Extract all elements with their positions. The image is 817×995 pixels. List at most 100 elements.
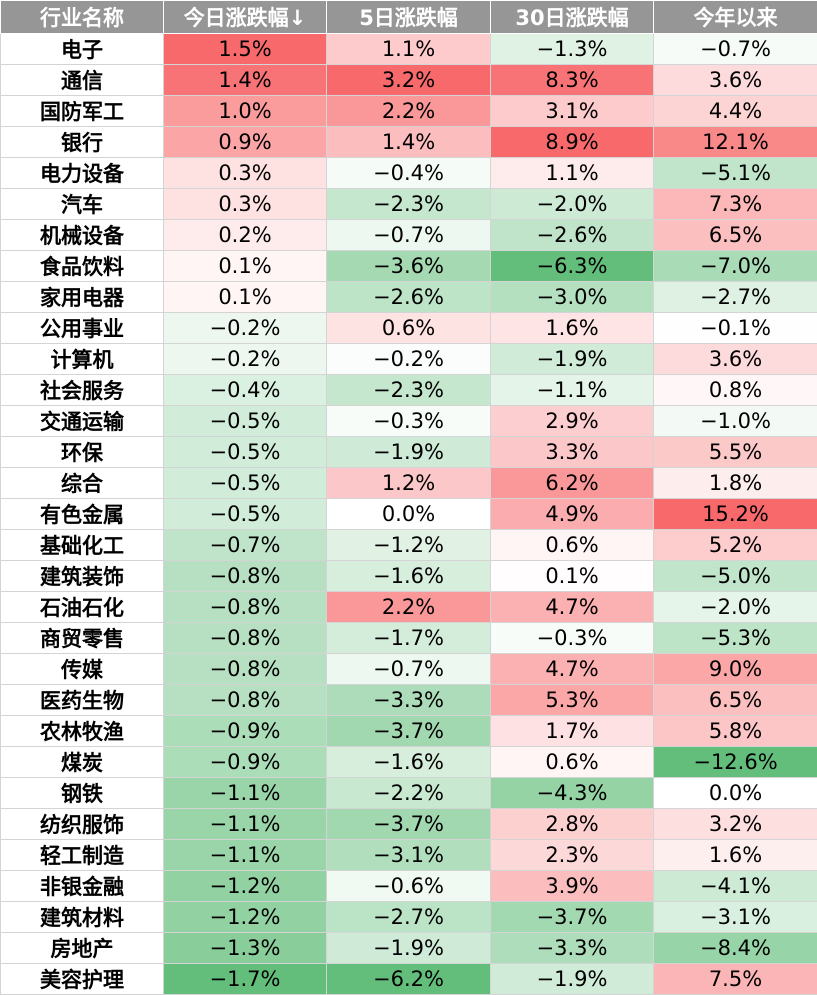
sector-name-cell: 钢铁 — [1, 778, 164, 809]
change-5d-cell: 2.2% — [327, 592, 491, 623]
today-change-cell: −0.8% — [164, 685, 327, 716]
change-5d-cell: −1.9% — [327, 933, 491, 964]
sector-name-cell: 建筑装饰 — [1, 561, 164, 592]
ytd-change-cell: −0.1% — [654, 313, 817, 344]
ytd-change-cell: −1.0% — [654, 406, 817, 437]
table-row[interactable]: 商贸零售−0.8%−1.7%−0.3%−5.3% — [1, 623, 817, 654]
ytd-change-cell: 4.4% — [654, 96, 817, 127]
table-row[interactable]: 计算机−0.2%−0.2%−1.9%3.6% — [1, 344, 817, 375]
table-row[interactable]: 建筑装饰−0.8%−1.6%0.1%−5.0% — [1, 561, 817, 592]
table-row[interactable]: 环保−0.5%−1.9%3.3%5.5% — [1, 437, 817, 468]
ytd-change-cell: 6.5% — [654, 220, 817, 251]
ytd-change-cell: −2.7% — [654, 282, 817, 313]
change-30d-cell: −3.7% — [491, 902, 654, 933]
change-30d-cell: 0.6% — [491, 530, 654, 561]
change-5d-cell: 2.2% — [327, 96, 491, 127]
today-change-cell: −0.9% — [164, 747, 327, 778]
ytd-change-cell: −8.4% — [654, 933, 817, 964]
table-row[interactable]: 公用事业−0.2%0.6%1.6%−0.1% — [1, 313, 817, 344]
table-row[interactable]: 有色金属−0.5%0.0%4.9%15.2% — [1, 499, 817, 530]
change-5d-cell: 1.1% — [327, 34, 491, 65]
column-header-sector[interactable]: 行业名称 — [1, 1, 164, 34]
table-row[interactable]: 轻工制造−1.1%−3.1%2.3%1.6% — [1, 840, 817, 871]
table-row[interactable]: 农林牧渔−0.9%−3.7%1.7%5.8% — [1, 716, 817, 747]
sector-name-cell: 石油石化 — [1, 592, 164, 623]
column-header-today-change[interactable]: 今日涨跌幅↓ — [164, 1, 327, 34]
ytd-change-cell: 1.8% — [654, 468, 817, 499]
table-row[interactable]: 非银金融−1.2%−0.6%3.9%−4.1% — [1, 871, 817, 902]
change-5d-cell: −0.7% — [327, 220, 491, 251]
table-row[interactable]: 医药生物−0.8%−3.3%5.3%6.5% — [1, 685, 817, 716]
change-5d-cell: −2.3% — [327, 375, 491, 406]
change-5d-cell: 3.2% — [327, 65, 491, 96]
today-change-cell: −1.3% — [164, 933, 327, 964]
table-row[interactable]: 纺织服饰−1.1%−3.7%2.8%3.2% — [1, 809, 817, 840]
ytd-change-cell: −7.0% — [654, 251, 817, 282]
table-row[interactable]: 煤炭−0.9%−1.6%0.6%−12.6% — [1, 747, 817, 778]
change-30d-cell: 0.6% — [491, 747, 654, 778]
table-row[interactable]: 美容护理−1.7%−6.2%−1.9%7.5% — [1, 964, 817, 995]
change-5d-cell: −1.6% — [327, 561, 491, 592]
today-change-cell: 0.1% — [164, 282, 327, 313]
change-30d-cell: 3.3% — [491, 437, 654, 468]
ytd-change-cell: 3.6% — [654, 344, 817, 375]
column-header-5day-change[interactable]: 5日涨跌幅 — [327, 1, 491, 34]
table-row[interactable]: 钢铁−1.1%−2.2%−4.3%0.0% — [1, 778, 817, 809]
today-change-cell: −0.5% — [164, 468, 327, 499]
table-row[interactable]: 传媒−0.8%−0.7%4.7%9.0% — [1, 654, 817, 685]
ytd-change-cell: 5.2% — [654, 530, 817, 561]
change-5d-cell: −3.6% — [327, 251, 491, 282]
change-5d-cell: −0.4% — [327, 158, 491, 189]
change-5d-cell: 0.6% — [327, 313, 491, 344]
table-row[interactable]: 建筑材料−1.2%−2.7%−3.7%−3.1% — [1, 902, 817, 933]
ytd-change-cell: 0.8% — [654, 375, 817, 406]
column-header-30day-change[interactable]: 30日涨跌幅 — [491, 1, 654, 34]
sector-name-cell: 环保 — [1, 437, 164, 468]
table-row[interactable]: 交通运输−0.5%−0.3%2.9%−1.0% — [1, 406, 817, 437]
change-30d-cell: 8.3% — [491, 65, 654, 96]
ytd-change-cell: −4.1% — [654, 871, 817, 902]
table-row[interactable]: 基础化工−0.7%−1.2%0.6%5.2% — [1, 530, 817, 561]
ytd-change-cell: −12.6% — [654, 747, 817, 778]
change-30d-cell: −2.6% — [491, 220, 654, 251]
table-row[interactable]: 综合−0.5%1.2%6.2%1.8% — [1, 468, 817, 499]
ytd-change-cell: 7.3% — [654, 189, 817, 220]
today-change-cell: −1.2% — [164, 871, 327, 902]
sector-name-cell: 有色金属 — [1, 499, 164, 530]
today-change-cell: −0.2% — [164, 344, 327, 375]
change-30d-cell: 0.1% — [491, 561, 654, 592]
sector-name-cell: 传媒 — [1, 654, 164, 685]
ytd-change-cell: 1.6% — [654, 840, 817, 871]
sector-name-cell: 机械设备 — [1, 220, 164, 251]
today-change-cell: −0.4% — [164, 375, 327, 406]
table-row[interactable]: 房地产−1.3%−1.9%−3.3%−8.4% — [1, 933, 817, 964]
today-change-cell: −0.8% — [164, 654, 327, 685]
sector-name-cell: 轻工制造 — [1, 840, 164, 871]
ytd-change-cell: 6.5% — [654, 685, 817, 716]
sector-name-cell: 基础化工 — [1, 530, 164, 561]
change-30d-cell: −1.3% — [491, 34, 654, 65]
change-5d-cell: 1.4% — [327, 127, 491, 158]
column-header-ytd-change[interactable]: 今年以来 — [654, 1, 817, 34]
table-row[interactable]: 社会服务−0.4%−2.3%−1.1%0.8% — [1, 375, 817, 406]
ytd-change-cell: −2.0% — [654, 592, 817, 623]
sector-name-cell: 银行 — [1, 127, 164, 158]
change-30d-cell: 2.3% — [491, 840, 654, 871]
change-5d-cell: −1.7% — [327, 623, 491, 654]
ytd-change-cell: 7.5% — [654, 964, 817, 995]
change-30d-cell: 3.9% — [491, 871, 654, 902]
sector-name-cell: 国防军工 — [1, 96, 164, 127]
table-row[interactable]: 石油石化−0.8%2.2%4.7%−2.0% — [1, 592, 817, 623]
today-change-cell: −0.7% — [164, 530, 327, 561]
ytd-change-cell: −5.1% — [654, 158, 817, 189]
sector-name-cell: 纺织服饰 — [1, 809, 164, 840]
